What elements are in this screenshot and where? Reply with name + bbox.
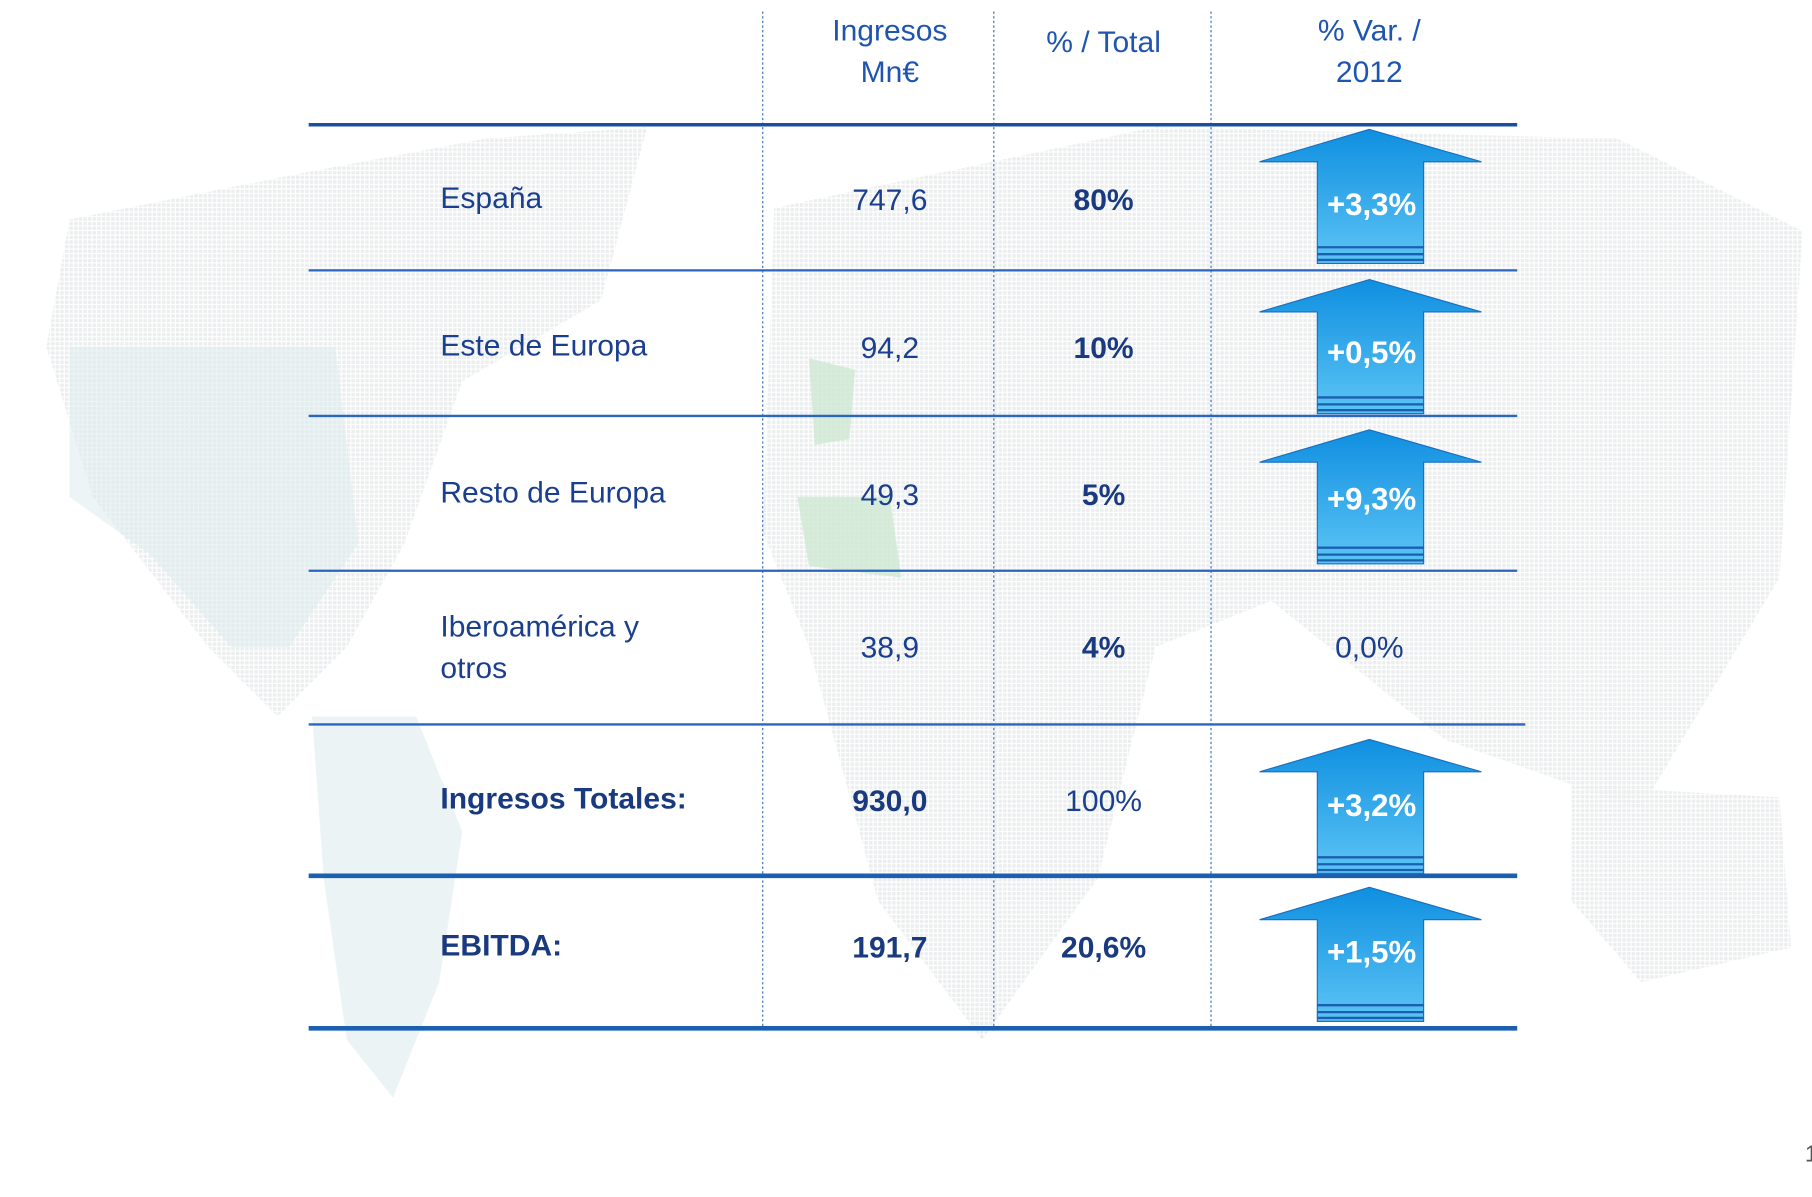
row-label: Este de Europa	[440, 330, 647, 363]
row-label: España	[440, 182, 542, 215]
column-header: % / Total	[1046, 26, 1161, 59]
table-row: Ingresos Totales: 930,0 100% +3,2%	[440, 738, 1482, 875]
table-row: Resto de Europa 49,3 5% +9,3%	[440, 429, 1482, 565]
column-header: % Var. /	[1318, 14, 1422, 47]
world-map-background	[46, 127, 1803, 1098]
row-label: EBITDA:	[440, 929, 562, 962]
up-arrow	[1259, 128, 1482, 265]
column-header: Ingresos	[832, 14, 947, 47]
ingresos-cell: 930,0	[852, 785, 927, 818]
ingresos-cell: 49,3	[861, 479, 919, 512]
pct-cell: 10%	[1074, 332, 1134, 365]
up-arrow	[1259, 886, 1482, 1022]
ingresos-cell: 94,2	[861, 332, 919, 365]
page-number: 1	[1805, 1141, 1812, 1167]
row-label: Resto de Europa	[440, 476, 666, 509]
pct-cell: 80%	[1074, 184, 1134, 217]
ingresos-cell: 747,6	[852, 184, 927, 217]
var-cell: 0,0%	[1335, 631, 1403, 664]
pct-cell: 100%	[1065, 785, 1142, 818]
column-header: 2012	[1336, 56, 1403, 89]
up-arrow	[1259, 429, 1482, 565]
var-cell: +0,5%	[1327, 335, 1416, 370]
column-header: Mn€	[861, 56, 920, 89]
table-grid	[308, 11, 1526, 1031]
pct-cell: 20,6%	[1061, 932, 1146, 965]
var-cell: +3,3%	[1327, 187, 1416, 222]
pct-cell: 5%	[1082, 479, 1125, 512]
up-arrow	[1259, 279, 1482, 415]
table-row: Este de Europa 94,2 10% +0,5%	[440, 279, 1482, 415]
table-row: EBITDA: 191,7 20,6% +1,5%	[440, 886, 1482, 1022]
table-row: Iberoamérica y otros 38,9 4% 0,0%	[440, 610, 1403, 685]
var-cell: +1,5%	[1327, 935, 1416, 970]
table-row: España 747,6 80% +3,3%	[440, 128, 1482, 265]
row-label: Ingresos Totales:	[440, 783, 686, 816]
up-arrow	[1259, 738, 1482, 875]
ingresos-cell: 38,9	[861, 631, 919, 664]
var-cell: +3,2%	[1327, 788, 1416, 823]
row-label: otros	[440, 652, 507, 685]
var-cell: +9,3%	[1327, 482, 1416, 517]
pct-cell: 4%	[1082, 631, 1125, 664]
row-label: Iberoamérica y	[440, 610, 639, 643]
ingresos-cell: 191,7	[852, 932, 927, 965]
